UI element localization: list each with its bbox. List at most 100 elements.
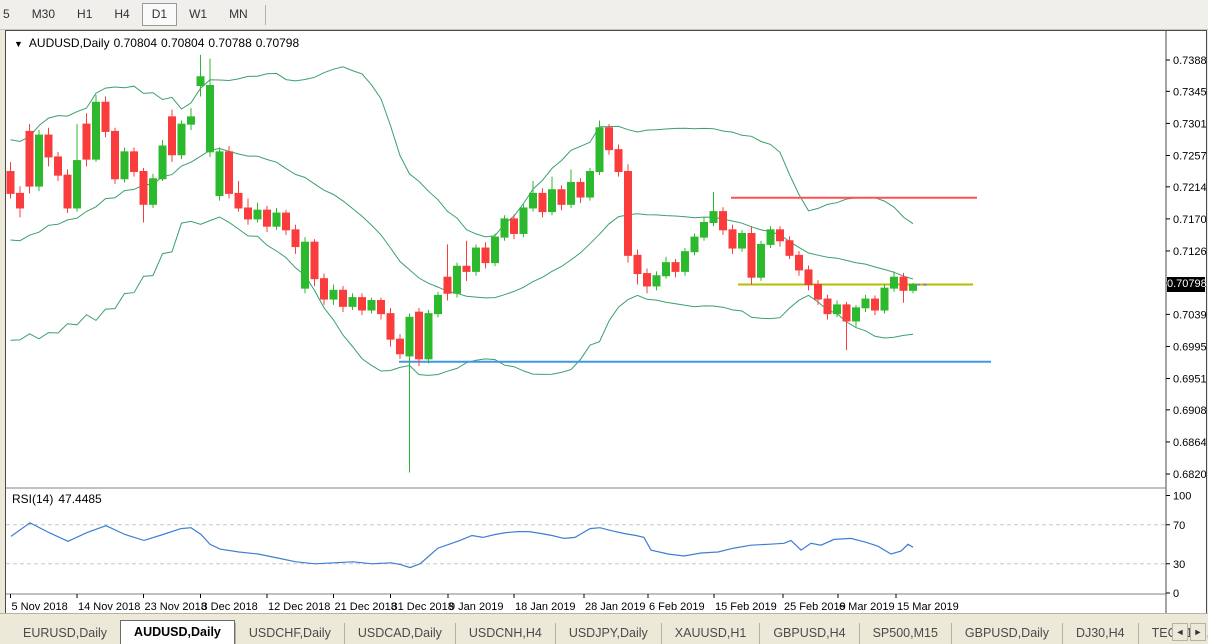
tab-usdcad-daily[interactable]: USDCAD,Daily <box>343 623 455 644</box>
bear-candle <box>291 229 300 248</box>
bull-candle <box>567 181 575 205</box>
timeframe-button-5[interactable]: 5 <box>3 7 10 21</box>
bull-candle <box>434 294 442 315</box>
bear-candle <box>614 149 623 173</box>
bear-candle <box>386 313 395 340</box>
rsi-value: 47.4485 <box>58 492 102 506</box>
rsi-indicator-label: RSI(14) 47.4485 <box>12 492 107 506</box>
timeframe-button-m30[interactable]: M30 <box>31 7 56 21</box>
bull-candle <box>253 209 262 220</box>
bear-candle <box>111 130 119 180</box>
tab-eurusd-daily[interactable]: EURUSD,Daily <box>23 626 108 640</box>
bear-candle <box>63 174 72 209</box>
bull-candle <box>833 304 841 315</box>
bull-candle <box>367 300 376 311</box>
tab-usdjpy-daily[interactable]: USDJPY,Daily <box>554 623 661 644</box>
bear-candle <box>263 209 271 227</box>
bull-candle <box>158 145 167 180</box>
timeframe-button-h4[interactable]: H4 <box>114 7 130 21</box>
bear-candle <box>462 265 471 272</box>
bear-candle <box>795 254 803 271</box>
timeframe-button-w1[interactable]: W1 <box>189 7 208 21</box>
bear-candle <box>538 192 547 213</box>
bear-candle <box>320 278 328 300</box>
bull-candle <box>890 276 898 289</box>
tab-scroll-right-icon[interactable]: ► <box>1190 623 1206 641</box>
date-tick-label: 3 Dec 2018 <box>202 601 258 613</box>
tab-usdchf-daily[interactable]: USDCHF,Daily <box>234 623 344 644</box>
bollinger-lower-band <box>10 216 914 376</box>
bear-candle <box>785 240 794 256</box>
bear-candle <box>719 211 727 231</box>
chart-symbol: AUDUSD,Daily <box>28 36 110 50</box>
bear-candle <box>168 116 176 156</box>
bear-candle <box>415 311 423 360</box>
bull-candle <box>709 211 718 224</box>
bear-candle <box>633 254 642 275</box>
tab-dj30-h4[interactable]: DJ30,H4 <box>1061 623 1138 644</box>
tab-scroll-buttons: ◄ ► <box>1170 623 1206 641</box>
tab-usdcnh-h4[interactable]: USDCNH,H4 <box>454 623 555 644</box>
tab-scroll-left-icon[interactable]: ◄ <box>1172 623 1188 641</box>
rsi-tick-label: 70 <box>1173 520 1185 532</box>
bear-candle <box>671 262 680 272</box>
bull-candle <box>215 151 224 197</box>
timeframe-button-mn[interactable]: MN <box>229 7 248 21</box>
bull-candle <box>35 134 43 187</box>
tab-audusd-daily[interactable]: AUDUSD,Daily <box>120 620 235 644</box>
rsi-name: RSI(14) <box>12 492 54 506</box>
bull-candle <box>652 275 661 287</box>
tab-gbpusd-h4[interactable]: GBPUSD,H4 <box>759 623 858 644</box>
tab-sp500-m15[interactable]: SP500,M15 <box>858 623 951 644</box>
symbol-dropdown-icon[interactable]: ▼ <box>14 39 23 49</box>
bear-candle <box>510 218 518 234</box>
current-price-label: 0.70798 <box>1167 277 1207 292</box>
bull-candle <box>453 265 461 294</box>
date-tick-label: 15 Feb 2019 <box>715 601 777 613</box>
timeframe-button-d1[interactable]: D1 <box>141 3 178 26</box>
bear-candle <box>225 151 233 194</box>
bear-candle <box>139 171 148 205</box>
date-tick-label: 14 Nov 2018 <box>78 601 140 613</box>
quote-low: 0.70788 <box>208 36 252 50</box>
timeframe-toolbar: 5 M30 H1 H4 D1 W1 MN <box>0 0 1208 30</box>
tab-xauusd-h1[interactable]: XAUUSD,H1 <box>660 623 760 644</box>
bear-candle <box>747 232 756 278</box>
date-tick-label: 28 Jan 2019 <box>585 601 646 613</box>
timeframe-button-h1[interactable]: H1 <box>77 7 93 21</box>
bull-candle <box>519 207 528 234</box>
bear-candle <box>44 134 53 158</box>
bull-candle <box>424 313 433 360</box>
bull-candle <box>329 289 338 300</box>
bull-candle <box>120 151 129 180</box>
bear-candle <box>605 127 613 151</box>
date-tick-label: 31 Dec 2018 <box>392 601 454 613</box>
date-tick-label: 12 Dec 2018 <box>268 601 330 613</box>
quote-high: 0.70804 <box>161 36 205 50</box>
bull-candle <box>880 287 889 311</box>
date-tick-label: 21 Dec 2018 <box>335 601 397 613</box>
bear-candle <box>776 229 784 242</box>
bear-candle <box>101 101 110 132</box>
bull-candle <box>738 232 746 249</box>
bear-candle <box>842 304 851 322</box>
bull-candle <box>500 218 509 238</box>
bull-candle <box>529 192 537 209</box>
tab-gbpusd-daily[interactable]: GBPUSD,Daily <box>950 623 1062 644</box>
bear-candle <box>244 207 252 220</box>
bear-candle <box>282 212 290 231</box>
date-tick-label: 6 Mar 2019 <box>839 601 895 613</box>
window-bottom-strip <box>0 613 1208 621</box>
bull-candle <box>206 85 214 153</box>
date-tick-label: 9 Jan 2019 <box>449 601 503 613</box>
bull-candle <box>690 236 699 253</box>
bull-candle <box>301 241 309 289</box>
date-tick-label: 5 Nov 2018 <box>12 601 68 613</box>
